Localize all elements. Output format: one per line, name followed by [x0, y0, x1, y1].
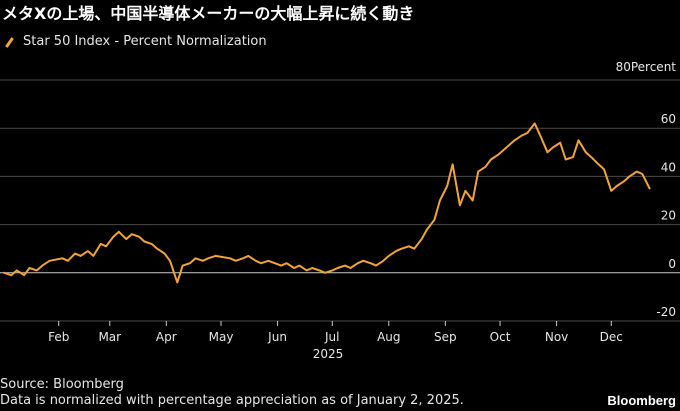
legend-label: Star 50 Index - Percent Normalization [23, 34, 267, 49]
x-tick-label: Apr [156, 330, 177, 344]
x-tick-label: Mar [98, 330, 121, 344]
y-tick-label: 40 [661, 160, 676, 174]
y-tick-label: 20 [661, 209, 676, 223]
year-label: 2025 [313, 347, 344, 361]
x-tick-label: May [209, 330, 234, 344]
bloomberg-logo: Bloomberg [607, 393, 676, 408]
series-layer [3, 122, 651, 284]
data-note: Data is normalized with percentage appre… [0, 393, 464, 408]
y-unit-label: 80Percent [616, 60, 677, 74]
x-tick-label: Aug [377, 330, 400, 344]
chart-title: メタXの上場、中国半導体メーカーの大幅上昇に続く動き [2, 4, 415, 23]
legend: Star 50 Index - Percent Normalization [4, 34, 267, 50]
x-tick-label: Dec [600, 330, 623, 344]
source-note: Source: Bloomberg [0, 377, 124, 392]
y-tick-label: 60 [661, 112, 676, 126]
y-tick-label: -20 [656, 305, 676, 319]
x-tick-label: Jul [324, 330, 339, 344]
x-tick-label: Jun [267, 330, 287, 344]
x-tick-labels: Feb Mar Apr May Jun Jul Aug Sep Oct Nov Dec [48, 330, 623, 344]
x-tick-label: Nov [545, 330, 568, 344]
footer: Source: Bloomberg Data is normalized wit… [0, 377, 464, 409]
x-tick-label: Oct [490, 330, 511, 344]
series-line [3, 122, 651, 284]
y-tick-labels: -20 0 20 40 60 [656, 112, 676, 319]
x-tick-label: Feb [48, 330, 69, 344]
grid-layer [0, 79, 680, 326]
y-tick-label: 0 [668, 257, 676, 271]
x-tick-label: Sep [434, 330, 457, 344]
